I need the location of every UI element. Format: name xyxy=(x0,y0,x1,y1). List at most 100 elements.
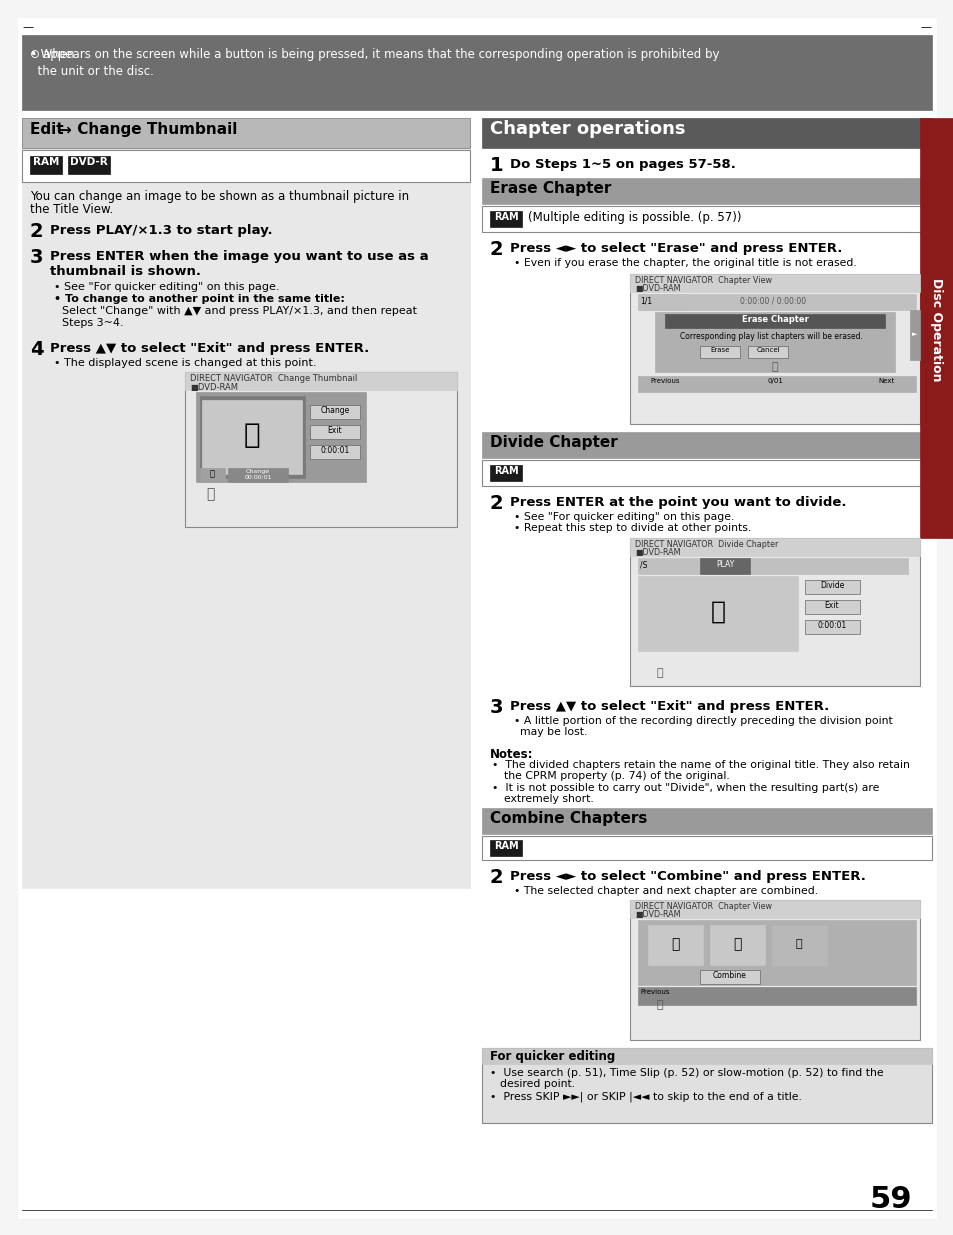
Text: /S: /S xyxy=(639,559,647,569)
Bar xyxy=(700,558,749,574)
Text: 2: 2 xyxy=(490,494,503,513)
Text: Press PLAY/×1.3 to start play.: Press PLAY/×1.3 to start play. xyxy=(50,224,273,237)
Text: Press ENTER at the point you want to divide.: Press ENTER at the point you want to div… xyxy=(510,496,845,509)
Bar xyxy=(747,346,787,358)
Text: ⌖: ⌖ xyxy=(656,1000,662,1010)
Text: • See "For quicker editing" on this page.: • See "For quicker editing" on this page… xyxy=(54,282,279,291)
Text: Press ENTER when the image you want to use as a: Press ENTER when the image you want to u… xyxy=(50,249,428,263)
Text: RAM: RAM xyxy=(493,212,517,222)
Bar xyxy=(629,900,919,1040)
Text: ►: ► xyxy=(911,331,917,337)
Bar xyxy=(804,620,859,634)
Bar xyxy=(481,808,931,834)
Bar xyxy=(200,396,305,478)
Text: • When: • When xyxy=(30,48,82,61)
Text: •  Press SKIP ►►| or SKIP |◄◄ to skip to the end of a title.: • Press SKIP ►►| or SKIP |◄◄ to skip to … xyxy=(490,1091,801,1102)
Bar xyxy=(629,538,919,685)
Text: RAM: RAM xyxy=(493,841,517,851)
Bar xyxy=(629,274,919,424)
Text: Exit: Exit xyxy=(327,426,342,435)
Text: RAM: RAM xyxy=(32,157,59,167)
Text: Previous: Previous xyxy=(649,378,679,384)
Bar xyxy=(629,538,919,556)
Text: ■DVD-RAM: ■DVD-RAM xyxy=(190,383,237,391)
Text: Divide: Divide xyxy=(819,580,843,590)
Bar xyxy=(638,558,907,574)
Bar xyxy=(481,1049,931,1065)
Text: • The selected chapter and next chapter are combined.: • The selected chapter and next chapter … xyxy=(514,885,818,897)
Text: extremely short.: extremely short. xyxy=(503,794,593,804)
Text: Chapter operations: Chapter operations xyxy=(490,120,685,138)
Bar xyxy=(481,432,931,458)
Bar xyxy=(22,119,470,148)
Bar xyxy=(638,576,797,651)
Text: the unit or the disc.: the unit or the disc. xyxy=(30,65,153,78)
Bar xyxy=(195,391,366,482)
Bar xyxy=(481,178,931,204)
Text: Press ◄► to select "Combine" and press ENTER.: Press ◄► to select "Combine" and press E… xyxy=(510,869,865,883)
Bar xyxy=(490,211,521,227)
Text: 🦕: 🦕 xyxy=(710,600,724,624)
Text: Combine Chapters: Combine Chapters xyxy=(490,811,647,826)
Text: →: → xyxy=(58,122,71,137)
Text: 0:00:00 / 0:00:00: 0:00:00 / 0:00:00 xyxy=(740,296,805,305)
Bar xyxy=(638,987,915,1005)
Text: 3: 3 xyxy=(30,248,44,267)
Text: Steps 3~4.: Steps 3~4. xyxy=(62,317,124,329)
Bar xyxy=(310,445,359,459)
Text: DIRECT NAVIGATOR  Chapter View: DIRECT NAVIGATOR Chapter View xyxy=(635,902,771,911)
Text: DVD-R: DVD-R xyxy=(71,157,108,167)
Text: Change Thumbnail: Change Thumbnail xyxy=(71,122,237,137)
Text: 2: 2 xyxy=(490,868,503,887)
Bar xyxy=(490,840,521,856)
Bar xyxy=(22,35,931,110)
Bar xyxy=(709,925,764,965)
Text: Erase Chapter: Erase Chapter xyxy=(740,315,807,324)
Text: may be lost.: may be lost. xyxy=(519,727,587,737)
Text: the CPRM property (p. 74) of the original.: the CPRM property (p. 74) of the origina… xyxy=(503,771,729,781)
Bar xyxy=(629,900,919,918)
Text: 4: 4 xyxy=(30,340,44,359)
Text: 0/01: 0/01 xyxy=(766,378,782,384)
Text: Select "Change" with ▲▼ and press PLAY/×1.3, and then repeat: Select "Change" with ▲▼ and press PLAY/×… xyxy=(62,306,416,316)
Text: Edit: Edit xyxy=(30,122,69,137)
Text: ■DVD-RAM: ■DVD-RAM xyxy=(635,910,679,919)
Text: 📷: 📷 xyxy=(210,469,214,478)
Text: thumbnail is shown.: thumbnail is shown. xyxy=(50,266,201,278)
Bar xyxy=(638,294,915,310)
Bar xyxy=(647,925,702,965)
Text: DIRECT NAVIGATOR  Divide Chapter: DIRECT NAVIGATOR Divide Chapter xyxy=(635,540,778,550)
Text: 2: 2 xyxy=(490,240,503,259)
Text: Change
00:00:01: Change 00:00:01 xyxy=(244,469,272,480)
Text: 59: 59 xyxy=(868,1186,911,1214)
Text: • A little portion of the recording directly preceding the division point: • A little portion of the recording dire… xyxy=(514,716,892,726)
Text: the Title View.: the Title View. xyxy=(30,203,113,216)
Bar xyxy=(481,836,931,860)
Text: ⌖: ⌖ xyxy=(206,487,214,501)
Text: Change: Change xyxy=(320,406,349,415)
Text: Press ▲▼ to select "Exit" and press ENTER.: Press ▲▼ to select "Exit" and press ENTE… xyxy=(50,342,369,354)
Text: ⌖: ⌖ xyxy=(656,668,662,678)
Text: DIRECT NAVIGATOR  Chapter View: DIRECT NAVIGATOR Chapter View xyxy=(635,275,771,285)
Text: Press ▲▼ to select "Exit" and press ENTER.: Press ▲▼ to select "Exit" and press ENTE… xyxy=(510,700,828,713)
Bar xyxy=(200,468,225,482)
Bar xyxy=(490,466,521,480)
Text: 1/1: 1/1 xyxy=(639,296,652,305)
Text: 2: 2 xyxy=(30,222,44,241)
Text: —: — xyxy=(22,22,33,32)
Text: Divide Chapter: Divide Chapter xyxy=(490,435,618,450)
Text: Do Steps 1~5 on pages 57-58.: Do Steps 1~5 on pages 57-58. xyxy=(510,158,735,170)
Text: ⊙: ⊙ xyxy=(30,48,40,61)
Bar xyxy=(804,580,859,594)
Text: ⌖: ⌖ xyxy=(771,362,778,372)
Text: DIRECT NAVIGATOR  Change Thumbnail: DIRECT NAVIGATOR Change Thumbnail xyxy=(190,374,357,383)
Bar xyxy=(664,314,884,329)
Bar xyxy=(481,119,931,148)
Bar xyxy=(310,405,359,419)
Text: Erase: Erase xyxy=(710,347,729,353)
Bar xyxy=(804,600,859,614)
Text: Disc Operation: Disc Operation xyxy=(929,278,943,382)
Text: •  The divided chapters retain the name of the original title. They also retain: • The divided chapters retain the name o… xyxy=(492,760,909,769)
Text: •  It is not possible to carry out "Divide", when the resulting part(s) are: • It is not possible to carry out "Divid… xyxy=(492,783,879,793)
Bar xyxy=(68,156,110,174)
